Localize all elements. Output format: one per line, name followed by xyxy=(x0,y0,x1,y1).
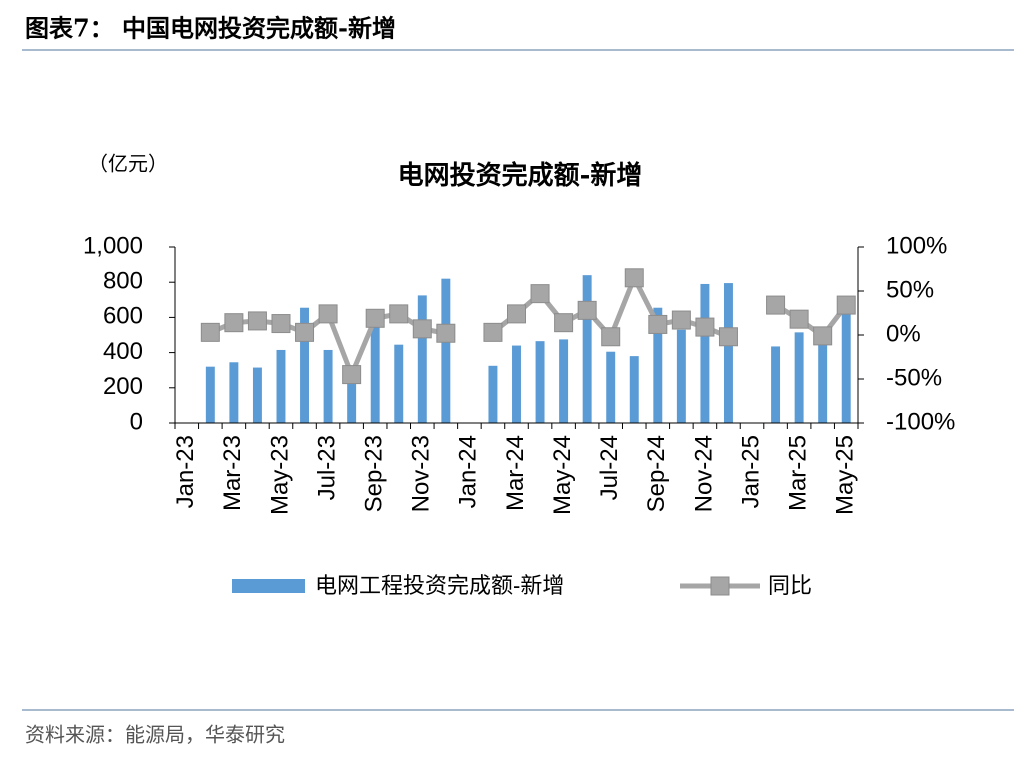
y2-tick-label: 50% xyxy=(886,276,934,303)
x-tick-label: Jul-23 xyxy=(313,435,340,500)
line-marker xyxy=(295,322,315,342)
x-tick-label: Jan-23 xyxy=(172,435,199,508)
bar xyxy=(794,332,804,423)
y-tick-label: 0 xyxy=(130,408,143,435)
line-marker xyxy=(624,268,644,288)
line-marker xyxy=(271,314,291,334)
y-tick-label: 200 xyxy=(103,373,143,400)
y-tick-label: 600 xyxy=(103,303,143,330)
line-marker xyxy=(789,309,809,329)
line-marker xyxy=(318,304,338,324)
line-marker xyxy=(836,295,856,315)
bar xyxy=(723,283,733,423)
y2-tick-label: 100% xyxy=(886,232,947,259)
line-marker xyxy=(601,327,621,347)
x-tick-label: Nov-23 xyxy=(408,435,435,512)
line-marker xyxy=(436,323,456,343)
y2-tick-label: -100% xyxy=(886,408,955,435)
x-tick-label: Jul-24 xyxy=(596,435,623,500)
y-tick-label: 400 xyxy=(103,338,143,365)
bar xyxy=(676,329,686,423)
bar xyxy=(700,283,710,423)
legend-label: 电网工程投资完成额-新增 xyxy=(315,573,564,598)
bar xyxy=(582,275,592,423)
x-tick-label: Jan-25 xyxy=(737,435,764,508)
line-marker xyxy=(342,365,362,385)
line-marker xyxy=(247,311,267,331)
x-tick-label: Jan-24 xyxy=(455,435,482,508)
bar xyxy=(417,295,427,423)
bar xyxy=(347,375,357,423)
legend-swatch xyxy=(232,579,305,593)
x-tick-label: Sep-24 xyxy=(643,435,670,512)
bar xyxy=(205,366,215,423)
bar xyxy=(370,324,380,423)
chart-title: 电网投资完成额-新增 xyxy=(398,160,643,191)
x-tick-label: Nov-24 xyxy=(690,435,717,512)
line-marker xyxy=(671,310,691,330)
line-marker xyxy=(507,304,526,324)
line-marker xyxy=(648,314,668,334)
y-tick-label: 800 xyxy=(103,268,143,295)
bar xyxy=(606,351,616,423)
bar xyxy=(441,278,451,423)
y-axis-label: （亿元） xyxy=(88,152,168,176)
line-marker xyxy=(224,313,244,333)
line-marker xyxy=(695,317,715,337)
line-marker xyxy=(412,319,432,339)
header-title: 图表7： 中国电网投资完成额-新增 xyxy=(25,14,396,43)
x-tick-label: May-25 xyxy=(832,435,859,515)
line-marker xyxy=(813,326,833,346)
bar xyxy=(276,349,286,423)
line-marker xyxy=(483,322,503,342)
line-marker xyxy=(365,308,385,328)
x-tick-label: May-23 xyxy=(266,435,293,515)
footer-source: 资料来源：能源局，华泰研究 xyxy=(25,723,285,747)
bar xyxy=(229,362,239,423)
bar xyxy=(818,338,828,423)
line-marker xyxy=(530,284,550,304)
y-tick-label: 1,000 xyxy=(83,232,143,259)
legend-label: 同比 xyxy=(768,573,812,598)
bar xyxy=(252,367,262,423)
line-marker xyxy=(554,313,574,333)
x-tick-label: Mar-23 xyxy=(219,435,246,511)
line-marker xyxy=(577,300,597,320)
bar xyxy=(535,341,545,423)
x-tick-label: Sep-23 xyxy=(361,435,388,512)
x-tick-label: Mar-24 xyxy=(502,435,529,511)
bar xyxy=(559,339,569,423)
bar xyxy=(300,307,310,423)
y2-tick-label: 0% xyxy=(886,320,921,347)
line-marker xyxy=(389,304,409,324)
bar xyxy=(841,310,851,423)
bar xyxy=(394,344,404,423)
bar xyxy=(653,307,663,423)
legend-swatch xyxy=(710,576,730,596)
bar xyxy=(488,365,498,423)
x-tick-label: Mar-25 xyxy=(784,435,811,511)
line-marker xyxy=(200,322,220,342)
bar xyxy=(512,345,521,423)
bar xyxy=(323,349,333,423)
y2-tick-label: -50% xyxy=(886,364,942,391)
bar xyxy=(771,346,781,423)
x-tick-label: May-24 xyxy=(549,435,576,515)
line-marker xyxy=(718,327,738,347)
line-marker xyxy=(766,295,786,315)
bar xyxy=(629,356,639,423)
